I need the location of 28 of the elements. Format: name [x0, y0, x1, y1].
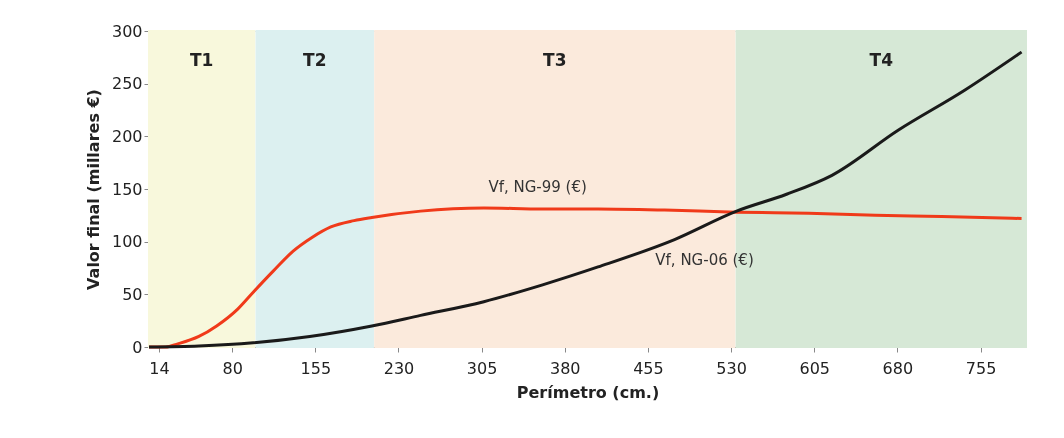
x-tick-label: 530 — [716, 358, 747, 378]
x-tick-label: 755 — [965, 358, 997, 378]
series-label: Vf, NG-06 (€) — [655, 250, 754, 269]
y-tick-label: 100 — [111, 232, 143, 252]
x-tick-label: 155 — [300, 358, 332, 378]
band-label: T2 — [303, 50, 327, 70]
line-series — [147, 206, 1024, 349]
y-tick-label: 50 — [122, 284, 143, 304]
x-tick-label: 305 — [466, 358, 498, 378]
y-tick-label: 300 — [111, 21, 143, 41]
x-tick-label: 680 — [882, 358, 914, 378]
y-tick-label: 250 — [111, 74, 143, 94]
band-label: T4 — [869, 50, 894, 70]
y-axis-title: Valor final (millares €) — [83, 89, 103, 290]
band-label: T3 — [543, 50, 567, 70]
x-tick-label: 230 — [383, 358, 415, 378]
x-tick-label: 455 — [633, 358, 664, 378]
x-tick-label: 80 — [222, 358, 243, 378]
y-tick-label: 150 — [111, 179, 143, 199]
y-tick-label: 200 — [111, 126, 143, 146]
line-series — [147, 50, 1024, 349]
x-axis-title: Perímetro (cm.) — [516, 382, 660, 402]
x-tick-label: 380 — [550, 358, 581, 378]
x-tick-label: 14 — [149, 358, 170, 378]
series-label: Vf, NG-99 (€) — [488, 178, 587, 197]
y-tick-label: 0 — [132, 337, 143, 357]
band-label: T1 — [189, 50, 214, 70]
x-tick-label: 605 — [799, 358, 831, 378]
